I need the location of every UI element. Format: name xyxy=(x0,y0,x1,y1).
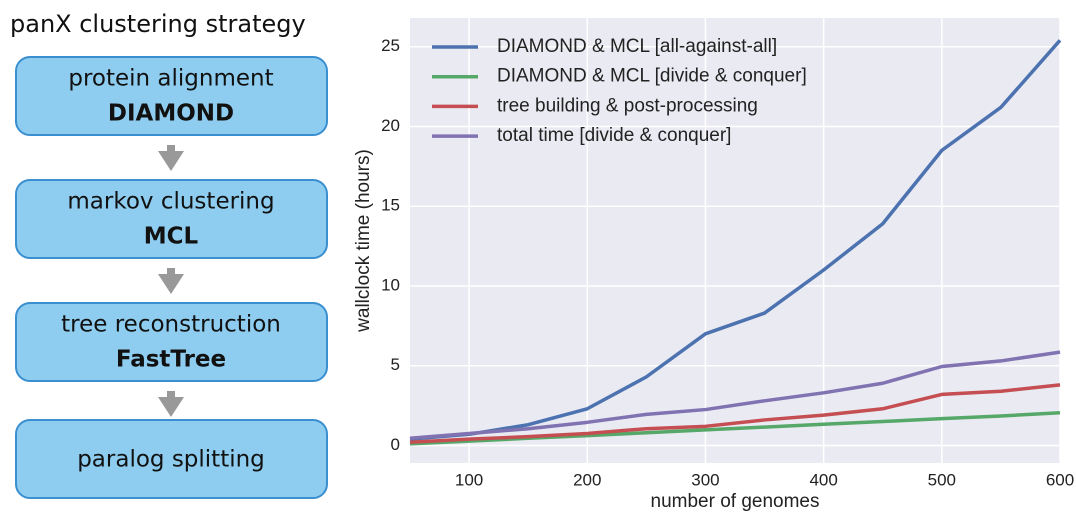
step-label: markov clustering xyxy=(67,189,274,215)
legend-label: tree building & post-processing xyxy=(497,95,758,116)
step-box xyxy=(15,56,328,136)
step-label: protein alignment xyxy=(68,66,273,92)
x-tick-label: 100 xyxy=(455,470,483,489)
x-axis-label: number of genomes xyxy=(651,491,820,512)
flowchart: protein alignment DIAMOND markov clusterin… xyxy=(15,56,328,499)
arrow xyxy=(158,397,184,417)
step-tool: MCL xyxy=(144,224,199,250)
y-tick-label: 15 xyxy=(381,196,400,215)
x-tick-label: 600 xyxy=(1046,470,1074,489)
legend-label: DIAMOND & MCL [all-against-all] xyxy=(497,36,777,57)
step-box xyxy=(15,302,328,382)
x-tick-label: 200 xyxy=(573,470,601,489)
step-box xyxy=(15,419,328,499)
series-line xyxy=(409,39,1062,441)
y-tick-label: 20 xyxy=(381,116,400,135)
x-tick-label: 400 xyxy=(809,470,837,489)
arrow xyxy=(158,151,184,171)
series-line xyxy=(409,383,1061,445)
step-tool: DIAMOND xyxy=(108,101,234,127)
arrow-stem xyxy=(167,391,175,397)
plot-background xyxy=(410,18,1060,463)
diagram-title: panX clustering strategy xyxy=(10,10,306,38)
series-line xyxy=(409,350,1061,441)
step-tool: FastTree xyxy=(116,347,226,373)
y-tick-label: 5 xyxy=(391,355,400,374)
x-tick-label: 500 xyxy=(928,470,956,489)
x-tick-label: 300 xyxy=(691,470,719,489)
y-tick-label: 0 xyxy=(391,435,400,454)
legend-label: DIAMOND & MCL [divide & conquer] xyxy=(497,66,807,87)
arrow-stem xyxy=(167,268,175,274)
step-box xyxy=(15,179,328,259)
y-tick-label: 10 xyxy=(381,275,400,294)
y-tick-label: 25 xyxy=(381,36,400,55)
arrow-stem xyxy=(167,145,175,151)
legend-label: total time [divide & conquer] xyxy=(497,125,731,146)
arrow xyxy=(158,274,184,294)
step-label: paralog splitting xyxy=(77,447,265,473)
step-label: tree reconstruction xyxy=(61,312,281,338)
y-axis-label: wallclock time (hours) xyxy=(353,149,374,333)
chart: 0 5 10 15 20 25 100 200 300 400 500 600 number of ge… xyxy=(353,18,1074,512)
